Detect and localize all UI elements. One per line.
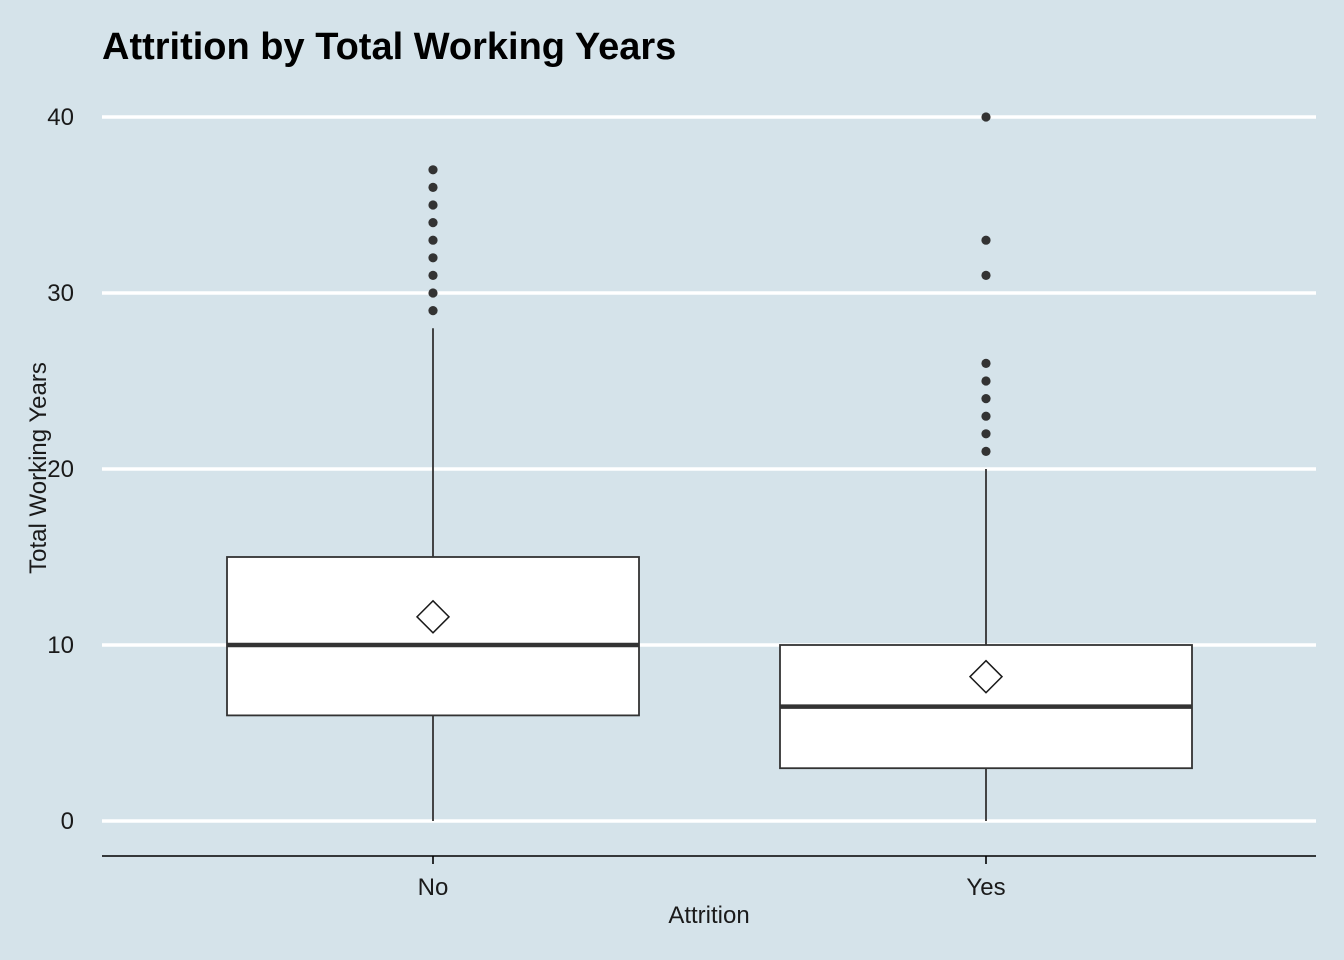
outlier-point — [428, 165, 438, 175]
mean-marker — [968, 659, 1004, 694]
mean-marker — [415, 599, 451, 634]
y-tick-label: 0 — [61, 808, 74, 835]
outlier-point — [981, 270, 991, 280]
outlier-point — [428, 200, 438, 210]
box-yes — [779, 112, 1193, 821]
x-axis-title: Attrition — [668, 902, 749, 929]
outlier-point — [981, 411, 991, 421]
outlier-point — [981, 358, 991, 368]
y-axis-title: Total Working Years — [25, 362, 52, 574]
y-tick-labels: 0 10 20 30 40 — [47, 104, 74, 835]
box-no — [226, 165, 640, 821]
outlier-point — [428, 182, 438, 192]
chart-title: Attrition by Total Working Years — [102, 26, 677, 68]
y-tick-label: 10 — [47, 632, 74, 659]
x-tick-label: No — [418, 874, 449, 901]
box-body — [226, 556, 640, 717]
outlier-point — [981, 376, 991, 386]
x-ticks: No Yes — [418, 856, 1006, 901]
y-tick-label: 30 — [47, 280, 74, 307]
outlier-point — [981, 446, 991, 456]
outlier-point — [981, 235, 991, 245]
outlier-point — [981, 394, 991, 404]
y-tick-label: 20 — [47, 456, 74, 483]
outlier-point — [428, 235, 438, 245]
outlier-point — [428, 288, 438, 298]
outlier-point — [428, 218, 438, 228]
outlier-point — [981, 429, 991, 439]
x-tick-label: Yes — [966, 874, 1005, 901]
boxes — [226, 112, 1193, 821]
outlier-point — [981, 112, 991, 122]
outlier-point — [428, 253, 438, 263]
outlier-point — [428, 270, 438, 280]
outlier-point — [428, 306, 438, 316]
y-tick-label: 40 — [47, 104, 74, 131]
